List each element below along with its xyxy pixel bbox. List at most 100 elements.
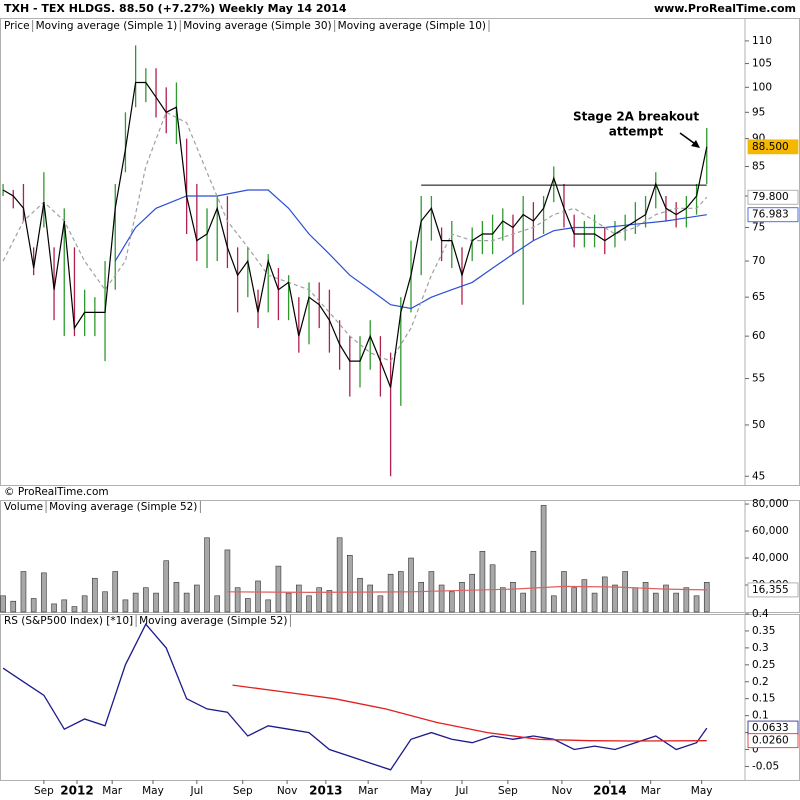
volume-bar xyxy=(612,584,618,613)
y-tick-label: 65 xyxy=(752,291,765,303)
close-line xyxy=(2,81,708,388)
volume-bar xyxy=(571,587,577,613)
volume-bar xyxy=(387,573,394,613)
volume-bar xyxy=(663,584,669,613)
header-site: www.ProRealTime.com xyxy=(654,2,796,15)
volume-bar xyxy=(418,582,424,613)
x-tick-label: 2013 xyxy=(309,784,342,798)
y-tick-label: 95 xyxy=(752,106,765,118)
y-tick-label: 100 xyxy=(752,81,772,93)
volume-bar xyxy=(622,571,628,613)
volume-bar xyxy=(673,592,679,613)
volume-bar xyxy=(591,592,598,613)
y-tick-label: 105 xyxy=(752,58,772,70)
volume-bar xyxy=(703,582,710,613)
value-label-box xyxy=(747,207,799,223)
line-series xyxy=(227,585,707,594)
volume-bar xyxy=(632,587,639,613)
y-tick-label: 0.2 xyxy=(752,676,769,688)
volume-bar xyxy=(316,587,323,613)
x-tick-label: Nov xyxy=(552,785,573,797)
volume-bar xyxy=(561,571,567,613)
volume-bar xyxy=(285,592,292,613)
volume-bar xyxy=(20,571,27,613)
volume-bar xyxy=(336,537,343,613)
y-tick-label: 45 xyxy=(752,470,765,482)
volume-bar xyxy=(377,595,384,613)
y-tick-label: 110 xyxy=(752,35,772,47)
value-label-box xyxy=(747,733,799,749)
volume-bar xyxy=(234,587,241,613)
volume-bar xyxy=(408,557,414,613)
y-tick-label: 60 xyxy=(752,330,765,342)
y-tick-label: 75 xyxy=(752,221,765,233)
annotation: attempt xyxy=(609,125,664,139)
volume-bar xyxy=(296,584,302,613)
volume-bar xyxy=(51,603,57,613)
volume-bar xyxy=(357,577,363,613)
legend-entry: Volume xyxy=(4,501,43,513)
volume-bar xyxy=(71,606,78,613)
volume-bar xyxy=(479,550,486,613)
volume-bar xyxy=(581,579,588,613)
y-tick-label: 80,000 xyxy=(752,498,789,510)
volume-bar xyxy=(132,592,139,613)
x-tick-label: Jul xyxy=(455,785,469,797)
volume-bar xyxy=(652,592,659,613)
value-label-box xyxy=(747,582,799,598)
y-tick-label: 50 xyxy=(752,419,765,431)
volume-bar xyxy=(112,571,119,613)
volume-bar xyxy=(326,590,333,613)
x-tick-label: May xyxy=(142,785,164,797)
volume-bar xyxy=(41,572,47,613)
legend-entry: Moving average (Simple 52) xyxy=(49,501,197,513)
x-tick-label: Mar xyxy=(102,785,122,797)
volume-bar xyxy=(306,595,312,613)
volume-bar xyxy=(143,587,149,613)
volume-bar xyxy=(438,584,445,613)
volume-bar xyxy=(122,599,129,613)
volume-bar xyxy=(245,598,251,613)
x-tick-label: May xyxy=(691,785,713,797)
volume-bar xyxy=(499,587,506,613)
x-tick-label: May xyxy=(410,785,432,797)
volume-bar xyxy=(30,598,37,613)
y-tick-label: 0.15 xyxy=(752,693,775,705)
value-label-box xyxy=(747,139,799,155)
annotation-arrowhead xyxy=(691,140,700,148)
legend-entry: Moving average (Simple 10) xyxy=(338,20,486,32)
volume-bar xyxy=(214,595,221,613)
volume-bar xyxy=(510,582,516,613)
x-tick-label: Sep xyxy=(233,785,253,797)
y-tick-label: 0.35 xyxy=(752,625,775,637)
volume-bar xyxy=(163,560,170,613)
volume-bar xyxy=(61,599,68,613)
y-tick-label: -0.05 xyxy=(752,760,779,772)
volume-bar xyxy=(194,584,200,613)
volume-bar xyxy=(224,549,231,613)
annotation: Stage 2A breakout xyxy=(573,110,699,124)
volume-bar xyxy=(92,577,98,613)
y-tick-label: 40,000 xyxy=(752,552,789,564)
volume-bar xyxy=(489,564,496,613)
volume-bar xyxy=(275,565,282,613)
y-tick-label: 55 xyxy=(752,373,765,385)
y-tick-label: 0.3 xyxy=(752,642,769,654)
value-label: 0.0260 xyxy=(752,735,789,747)
volume-bar xyxy=(265,599,272,613)
value-label: 76.983 xyxy=(752,209,789,221)
x-tick-label: Sep xyxy=(498,785,518,797)
legend-entry: RS (S&P500 Index) [*10] xyxy=(4,615,133,627)
line-series xyxy=(232,684,707,742)
x-tick-label: Mar xyxy=(641,785,661,797)
volume-bar xyxy=(469,573,475,613)
legend-entry: Moving average (Simple 52) xyxy=(139,615,287,627)
volume-bar xyxy=(459,582,465,613)
volume-bar xyxy=(204,537,210,613)
legend-entry: Moving average (Simple 1) xyxy=(36,20,178,32)
value-label: 88.500 xyxy=(752,141,789,153)
volume-bar xyxy=(642,582,649,613)
volume-bar xyxy=(10,600,17,613)
volume-bar xyxy=(550,595,557,613)
value-label: 0.0633 xyxy=(752,722,789,734)
